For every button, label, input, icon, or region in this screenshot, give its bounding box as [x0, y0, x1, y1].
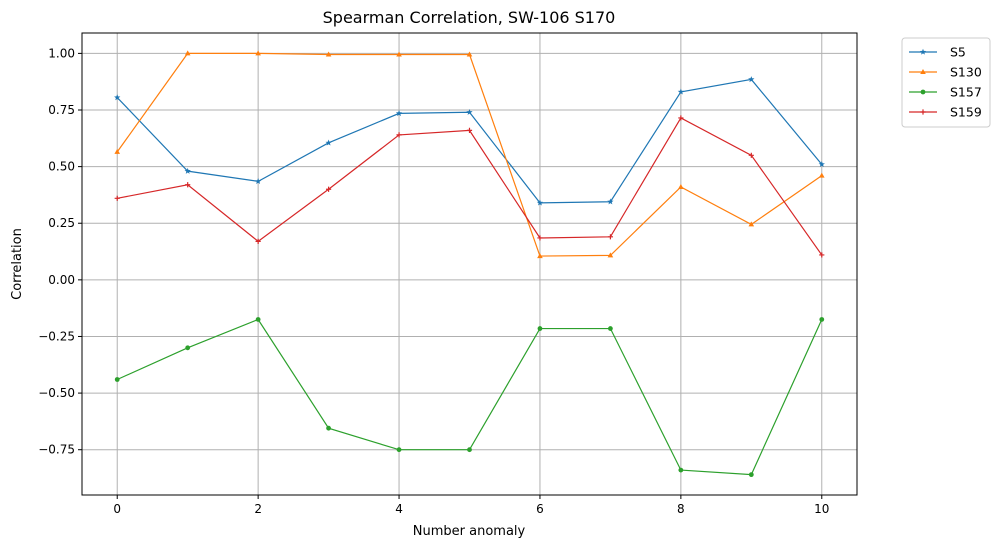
- x-tick-label: 6: [536, 502, 544, 516]
- data-point-s5: [325, 139, 332, 146]
- series-s5: [114, 76, 825, 206]
- data-point-s130: [537, 253, 543, 259]
- data-point-s157: [748, 472, 754, 478]
- y-tick-label: 0.00: [48, 273, 75, 287]
- data-point-s159: [537, 235, 543, 241]
- data-point-s130: [678, 184, 684, 189]
- data-point-s130: [184, 50, 191, 56]
- data-point-s159: [396, 132, 402, 138]
- data-point-s5: [748, 76, 755, 83]
- legend-label-s159: S159: [950, 105, 982, 120]
- data-point-s157: [114, 377, 120, 382]
- data-point-s157: [326, 425, 331, 431]
- legend-box: [901, 37, 991, 128]
- legend-marker-s130: [920, 69, 926, 74]
- plot-area: [82, 33, 857, 495]
- legend-marker-s5: [919, 48, 927, 55]
- data-point-s159: [114, 195, 120, 201]
- series-s130: [114, 50, 825, 259]
- data-point-s157: [678, 467, 684, 473]
- y-tick-label: −0.50: [38, 386, 75, 400]
- data-point-s157: [467, 447, 472, 453]
- data-point-s157: [185, 345, 191, 351]
- legend-label-s157: S157: [950, 85, 982, 100]
- data-point-s157: [255, 317, 261, 322]
- legend-label-s130: S130: [950, 65, 982, 80]
- x-tick-label: 0: [113, 502, 121, 516]
- data-point-s130: [818, 172, 825, 178]
- y-tick-label: 0.25: [48, 216, 75, 230]
- x-tick-label: 2: [254, 502, 262, 516]
- data-point-s5: [536, 199, 544, 206]
- data-point-s159: [325, 186, 332, 192]
- data-point-s159: [185, 182, 191, 188]
- y-axis: 1.00 0.75 0.50 0.25 0.00 −0.25 −0.50 −0.75: [38, 46, 82, 457]
- y-tick-label: −0.75: [38, 443, 75, 457]
- data-point-s157: [819, 317, 825, 322]
- x-tick-label: 8: [677, 502, 685, 516]
- data-point-s157: [537, 326, 543, 331]
- legend-item-s5: S5: [909, 45, 966, 60]
- x-tick-label: 10: [814, 502, 829, 516]
- axes-frame: [81, 32, 858, 496]
- data-point-s5: [818, 161, 825, 168]
- legend-item-s130: S130: [909, 65, 982, 80]
- series-s157: [114, 317, 825, 478]
- data-point-s159: [607, 234, 614, 240]
- data-point-s5: [114, 94, 121, 101]
- data-point-s157: [608, 326, 613, 331]
- data-point-s130: [325, 51, 332, 57]
- series-layer: [114, 50, 825, 478]
- series-s159: [114, 115, 825, 258]
- chart-title: Spearman Correlation, SW-106 S170: [323, 8, 616, 27]
- x-axis: 0 2 4 6 8 10: [113, 495, 829, 516]
- data-point-s159: [255, 238, 261, 244]
- data-point-s159: [466, 127, 473, 133]
- data-point-s5: [607, 198, 614, 205]
- x-tick-label: 4: [395, 502, 403, 516]
- legend-marker-s159: [920, 109, 926, 115]
- data-point-s130: [748, 221, 755, 227]
- data-point-s130: [466, 51, 473, 57]
- legend-label-s5: S5: [950, 45, 966, 60]
- y-tick-label: 0.50: [48, 160, 75, 174]
- data-point-s5: [677, 88, 684, 95]
- data-point-s130: [114, 148, 121, 154]
- data-point-s130: [255, 50, 261, 56]
- data-point-s159: [819, 252, 825, 258]
- legend: S5 S130 S157 S159: [901, 37, 991, 128]
- y-tick-label: 1.00: [48, 46, 75, 60]
- data-point-s159: [678, 115, 684, 121]
- y-tick-label: 0.75: [48, 103, 75, 117]
- legend-item-s157: S157: [909, 85, 982, 100]
- legend-item-s159: S159: [909, 105, 982, 120]
- data-point-s5: [466, 108, 473, 115]
- legend-marker-s157: [920, 89, 926, 95]
- data-point-s157: [396, 447, 402, 453]
- data-point-s5: [255, 178, 262, 185]
- data-point-s5: [184, 167, 191, 174]
- y-axis-label: Correlation: [10, 228, 25, 300]
- x-axis-label: Number anomaly: [413, 524, 526, 539]
- data-point-s159: [748, 152, 754, 158]
- data-point-s130: [607, 252, 614, 258]
- data-point-s130: [396, 51, 402, 57]
- y-tick-label: −0.25: [38, 329, 75, 343]
- data-point-s5: [395, 110, 403, 117]
